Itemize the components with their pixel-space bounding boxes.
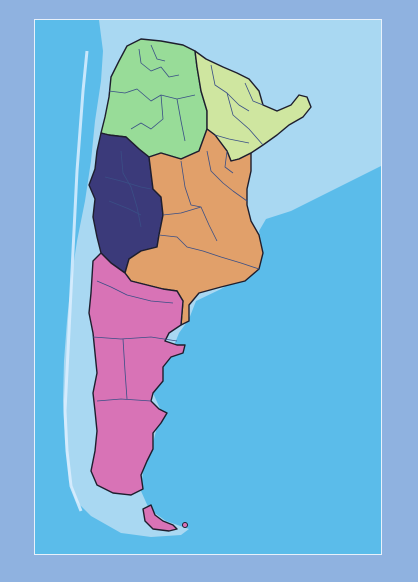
region-tierra-del-fuego[interactable] bbox=[142, 504, 178, 532]
map-frame bbox=[34, 19, 382, 555]
island-marker bbox=[182, 522, 188, 528]
region-pampas[interactable] bbox=[124, 128, 264, 326]
argentina-regions-map bbox=[35, 20, 381, 554]
chile-coastline bbox=[63, 50, 89, 512]
province-boundaries bbox=[92, 44, 264, 402]
region-patagonia[interactable] bbox=[88, 252, 186, 496]
